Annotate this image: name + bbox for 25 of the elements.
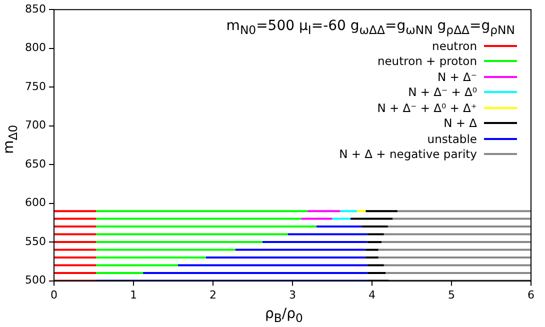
- x-tick-label: 1: [130, 288, 137, 302]
- x-tick-label: 2: [209, 288, 216, 302]
- y-tick-label: 600: [24, 196, 46, 210]
- x-tick-label: 0: [50, 288, 58, 302]
- legend-label: N + Δ⁻: [438, 70, 477, 84]
- x-tick-label: 3: [289, 288, 296, 302]
- chart-title: m$_{N0}$=500 μ$_{I}$=-60 g$_{ωΔΔ}$=g$_{ωNN}$ g$_{ρΔΔ}$=g$_{ρNN}$: [226, 18, 515, 37]
- legend-label: N + Δ⁻ + Δ⁰ + Δ⁺: [377, 100, 477, 115]
- y-tick-label: 550: [24, 234, 46, 248]
- y-tick-label: 850: [24, 2, 46, 16]
- x-tick-label: 6: [528, 288, 534, 302]
- y-tick-label: 800: [24, 41, 46, 54]
- y-tick-label: 500: [24, 274, 46, 287]
- x-tick-label: 5: [448, 288, 455, 302]
- y-tick-label: 700: [24, 118, 46, 132]
- y-tick-label: 750: [24, 80, 46, 93]
- legend-label: N + Δ: [444, 116, 477, 130]
- legend-label: unstable: [427, 132, 477, 146]
- x-tick-label: 4: [368, 288, 376, 302]
- x-axis-title: ρ$_{B}$/ρ$_{0}$: [265, 306, 303, 325]
- legend-label: neutron + proton: [377, 54, 477, 68]
- legend-label: N + Δ⁻ + Δ⁰: [408, 85, 477, 100]
- legend-label: N + Δ + negative parity: [339, 147, 477, 162]
- legend-label: neutron: [432, 38, 477, 53]
- y-tick-label: 650: [24, 157, 46, 170]
